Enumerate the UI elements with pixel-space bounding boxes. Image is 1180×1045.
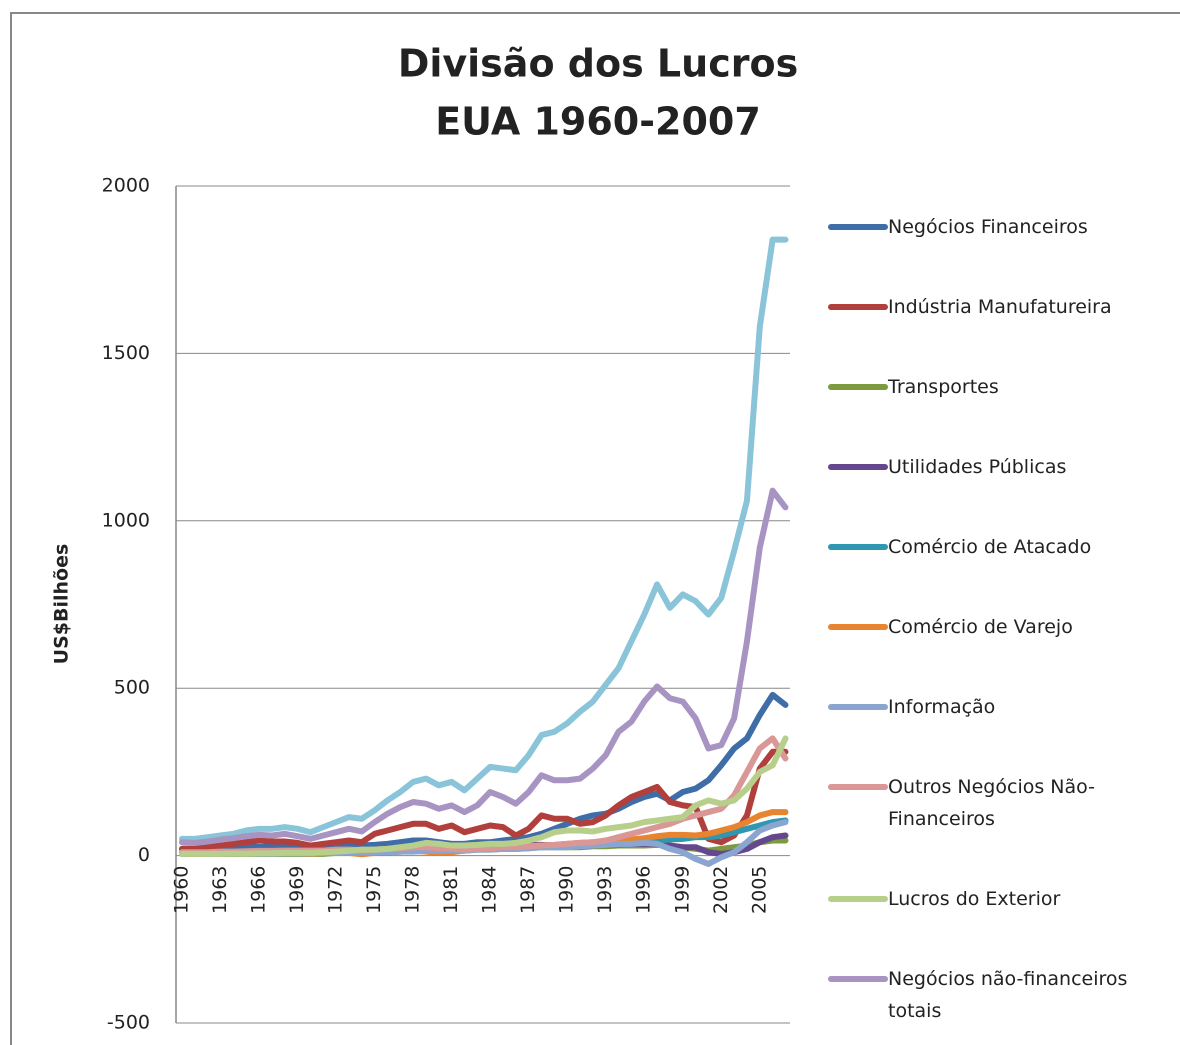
series-line: [179, 487, 789, 846]
legend-item: Indústria Manufatureira: [828, 291, 1128, 323]
series-line: [179, 748, 789, 852]
y-tick-label: -500: [107, 1012, 150, 1034]
x-tick-label: 1999: [671, 866, 693, 914]
legend-item: Comércio de Varejo: [828, 611, 1128, 643]
series-line: [179, 735, 789, 857]
legend-swatch: [828, 704, 888, 710]
y-tick-label: 0: [138, 844, 150, 866]
y-tick-label: 1000: [102, 509, 150, 531]
legend-swatch: [828, 384, 888, 390]
legend-label: Transportes: [888, 376, 999, 398]
legend-swatch: [828, 976, 888, 982]
legend-swatch: [828, 224, 888, 230]
legend-label: Utilidades Públicas: [888, 456, 1067, 478]
legend-swatch: [828, 624, 888, 630]
legend-label: Indústria Manufatureira: [888, 296, 1112, 318]
x-tick-label: 1981: [440, 866, 462, 914]
legend-label: Comércio de Atacado: [888, 536, 1092, 558]
legend-item: Comércio de Atacado: [828, 531, 1128, 563]
y-tick-label: 500: [114, 677, 150, 699]
x-tick-label: 1984: [479, 866, 501, 914]
legend-item: Utilidades Públicas: [828, 451, 1128, 483]
legend-swatch: [828, 896, 888, 902]
legend-label: Lucros do Exterior: [888, 888, 1061, 910]
x-tick-label: 1960: [171, 866, 193, 914]
x-tick-label: 1987: [517, 866, 539, 914]
x-tick-label: 1972: [325, 866, 347, 914]
legend-swatch: [828, 544, 888, 550]
legend-item: Lucros do Exterior: [828, 883, 1128, 915]
chart-title: EUA 1960-2007: [435, 100, 761, 144]
legend-label: Informação: [888, 696, 996, 718]
y-tick-label: 2000: [102, 175, 150, 197]
x-tick-label: 1996: [633, 866, 655, 914]
x-tick-label: 1966: [248, 866, 270, 914]
legend-label: Outros Negócios Não-Financeiros: [888, 776, 1095, 830]
legend-label: Negócios Financeiros: [888, 216, 1088, 238]
x-tick-label: 1978: [402, 866, 424, 914]
x-tick-label: 1993: [594, 866, 616, 914]
chart-border: [10, 12, 1180, 1045]
x-tick-label: 1990: [556, 866, 578, 914]
legend-item: Negócios não-financeiros totais: [828, 963, 1128, 1027]
x-tick-label: 2002: [710, 866, 732, 914]
legend-item: Transportes: [828, 371, 1128, 403]
legend-label: Comércio de Varejo: [888, 616, 1073, 638]
series-line: [179, 236, 789, 842]
legend: Negócios Financeiros Indústria Manufature…: [828, 211, 1128, 1045]
legend-item: Negócios Financeiros: [828, 211, 1128, 243]
x-tick-label: 1963: [209, 866, 231, 914]
legend-swatch: [828, 784, 888, 790]
legend-item: Outros Negócios Não-Financeiros: [828, 771, 1128, 835]
legend-label: Negócios não-financeiros totais: [888, 968, 1128, 1022]
x-tick-label: 1969: [286, 866, 308, 914]
x-tick-label: 2005: [748, 866, 770, 914]
legend-swatch: [828, 464, 888, 470]
y-axis-label: US$Bilhões: [51, 544, 73, 665]
y-tick-label: 1500: [102, 342, 150, 364]
chart-title: Divisão dos Lucros: [398, 42, 798, 86]
x-tick-label: 1975: [363, 866, 385, 914]
legend-item: Informação: [828, 691, 1128, 723]
legend-swatch: [828, 304, 888, 310]
